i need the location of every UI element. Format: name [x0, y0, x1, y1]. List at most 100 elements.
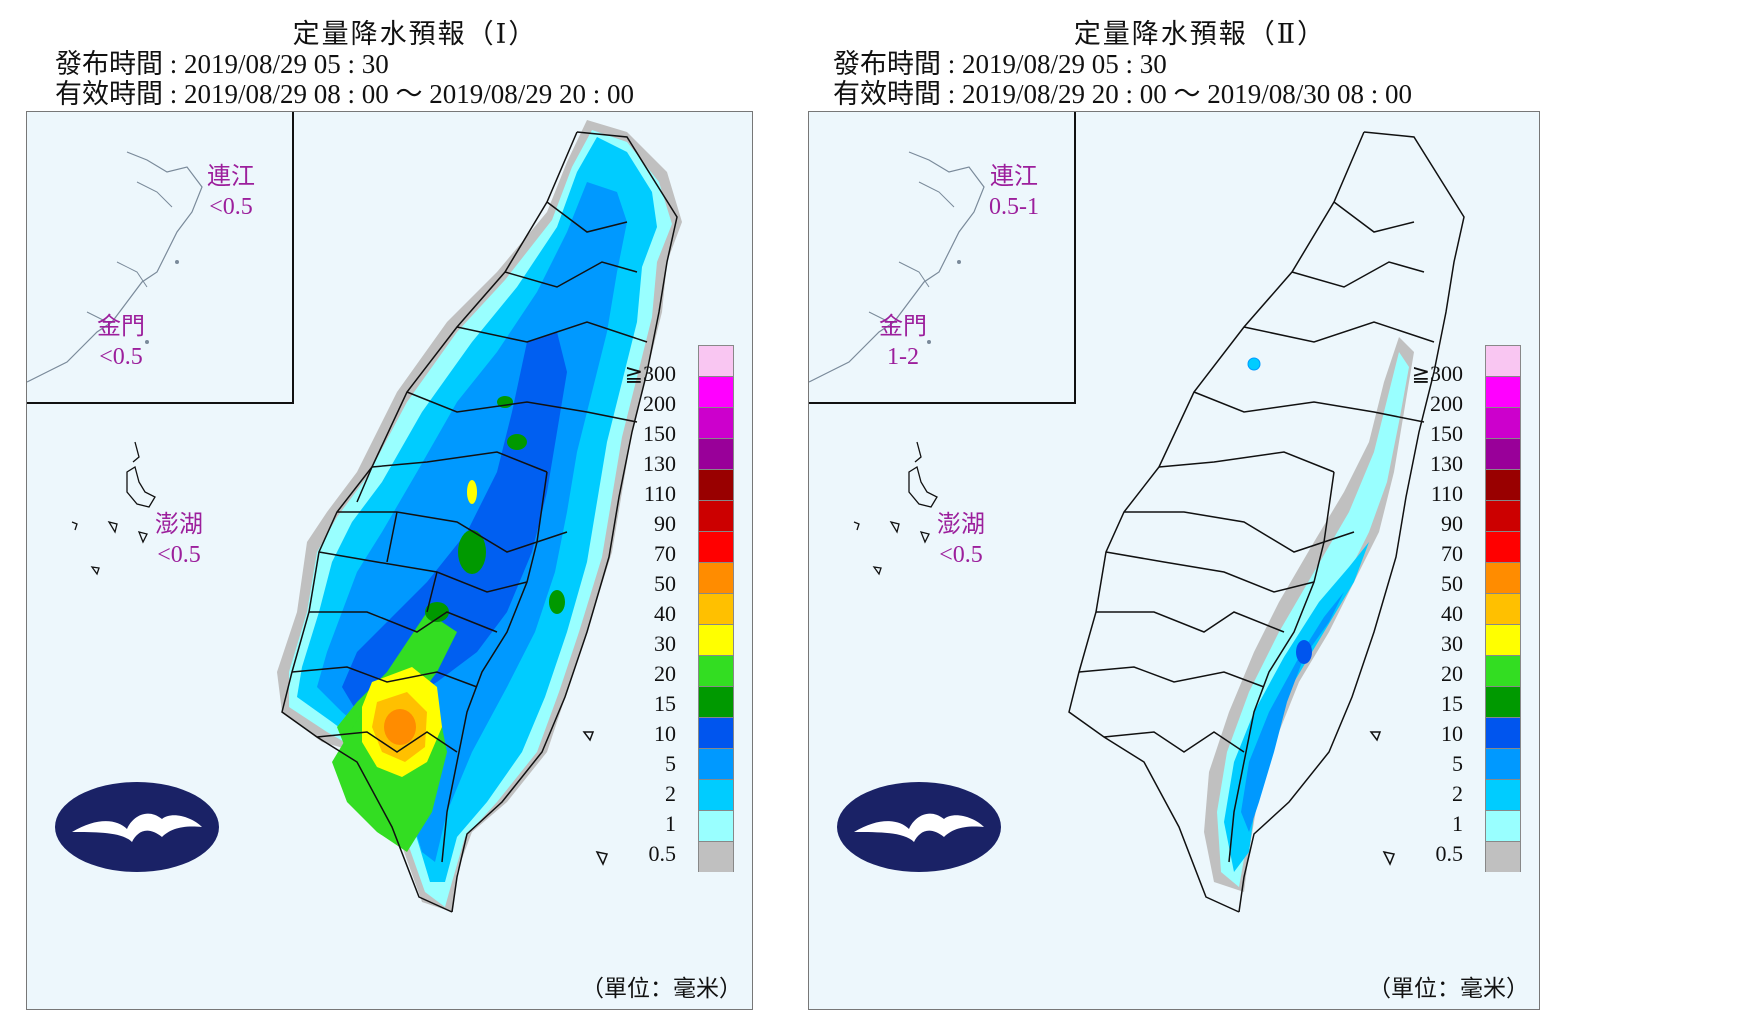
legend-swatch [698, 500, 734, 531]
legend-swatch [1485, 624, 1521, 655]
penghu-label: 澎湖 <0.5 [155, 510, 203, 570]
penghu-name: 澎湖 [155, 512, 203, 538]
legend-label: 150 [1430, 421, 1463, 446]
legend-swatch [1485, 748, 1521, 779]
legend-label: 110 [1430, 481, 1463, 506]
penghu-value: <0.5 [939, 542, 983, 568]
legend-swatch [1485, 655, 1521, 686]
rainfall-legend: ≧300 200 150 130 110 90 70 50 40 30 20 15 10 5 2 1 0.5 [1412, 345, 1525, 872]
legend-label: 2 [665, 781, 676, 806]
legend-swatch [698, 624, 734, 655]
legend-label: 10 [1441, 721, 1463, 746]
legend-swatch [1485, 593, 1521, 624]
legend-label: 30 [1441, 631, 1463, 656]
rainfall-map: 連江 <0.5 金門 <0.5 澎湖 <0.5 ≧300 200 150 130 110… [26, 111, 753, 1010]
legend-swatch [1485, 717, 1521, 748]
legend-swatch [1485, 345, 1521, 376]
issue-time: 發布時間 : 2019/08/29 05 : 30 [55, 49, 389, 79]
legend-swatch [698, 655, 734, 686]
taiwan-rainfall-map [853, 131, 1465, 913]
outlying-islands-inset: 連江 0.5-1 金門 1-2 [809, 112, 1076, 404]
legend-swatch [698, 593, 734, 624]
kinmen-label: 金門 <0.5 [97, 312, 145, 372]
legend-swatch [698, 748, 734, 779]
cwb-logo [837, 782, 1001, 872]
penghu-value: <0.5 [157, 542, 201, 568]
legend-swatch [698, 345, 734, 376]
legend-swatch [698, 841, 734, 872]
rainfall-map: 連江 0.5-1 金門 1-2 澎湖 <0.5 ≧300 200 150 130 110… [808, 111, 1540, 1010]
issue-time: 發布時間 : 2019/08/29 05 : 30 [833, 49, 1167, 79]
lianjiang-name: 連江 [990, 164, 1038, 190]
panel-title: 定量降水預報（Ⅰ） [292, 19, 538, 49]
legend-label: 5 [665, 751, 676, 776]
panel-title: 定量降水預報（Ⅱ） [1073, 19, 1327, 49]
coastline-inset [27, 151, 203, 383]
unit-label: （單位：毫米） [1368, 976, 1529, 1001]
legend-label: 70 [1441, 541, 1463, 566]
legend-swatch [698, 407, 734, 438]
legend-label: 110 [643, 481, 676, 506]
legend-swatch [1485, 469, 1521, 500]
legend-swatch [1485, 810, 1521, 841]
rainfall-legend: ≧300 200 150 130 110 90 70 50 40 30 20 15 10 5 2 1 0.5 [625, 345, 738, 872]
legend-swatch [698, 469, 734, 500]
legend-swatch [698, 376, 734, 407]
legend-label: ≧300 [624, 361, 676, 386]
coastline-inset [809, 151, 985, 383]
legend-label: 20 [1441, 661, 1463, 686]
lianjiang-label: 連江 0.5-1 [989, 162, 1039, 222]
legend-label: 200 [643, 391, 676, 416]
legend-label: 15 [1441, 691, 1463, 716]
legend-label: ≧300 [1411, 361, 1463, 386]
lianjiang-value: 0.5-1 [989, 194, 1039, 220]
legend-swatch [698, 717, 734, 748]
penghu-label: 澎湖 <0.5 [937, 510, 985, 570]
legend-label: 15 [654, 691, 676, 716]
legend-label: 130 [1430, 451, 1463, 476]
legend-label: 40 [654, 601, 676, 626]
legend-swatch [698, 438, 734, 469]
valid-time: 有效時間 : 2019/08/29 20 : 00 ～ 2019/08/30 0… [833, 79, 1413, 109]
legend-swatch [698, 810, 734, 841]
legend-swatch [1485, 562, 1521, 593]
forecast-panel-2: 定量降水預報（Ⅱ） 發布時間 : 2019/08/29 05 : 30 有效時間… [785, 0, 1615, 1028]
kinmen-value: 1-2 [887, 344, 919, 370]
legend-label: 150 [643, 421, 676, 446]
legend-label: 20 [654, 661, 676, 686]
valid-time: 有效時間 : 2019/08/29 08 : 00 ～ 2019/08/29 2… [55, 79, 635, 109]
legend-swatch [1485, 841, 1521, 872]
legend-label: 40 [1441, 601, 1463, 626]
kinmen-name: 金門 [879, 314, 927, 340]
legend-label: 200 [1430, 391, 1463, 416]
legend-swatch [698, 686, 734, 717]
legend-label: 50 [1441, 571, 1463, 596]
forecast-panel-1: 定量降水預報（Ⅰ） 發布時間 : 2019/08/29 05 : 30 有效時間… [0, 0, 830, 1028]
legend-label: 10 [654, 721, 676, 746]
legend-swatch [1485, 500, 1521, 531]
legend-label: 5 [1452, 751, 1463, 776]
kinmen-value: <0.5 [99, 344, 143, 370]
kinmen-name: 金門 [97, 314, 145, 340]
unit-label: （單位：毫米） [581, 976, 742, 1001]
legend-swatch [698, 562, 734, 593]
legend-swatch [1485, 438, 1521, 469]
legend-label: 90 [1441, 511, 1463, 536]
penghu-name: 澎湖 [937, 512, 985, 538]
kinmen-label: 金門 1-2 [879, 312, 927, 372]
legend-label: 30 [654, 631, 676, 656]
legend-swatch [1485, 407, 1521, 438]
legend-swatch [698, 779, 734, 810]
lianjiang-value: <0.5 [209, 194, 253, 220]
legend-swatch [1485, 779, 1521, 810]
legend-label: 1 [665, 811, 676, 836]
lianjiang-name: 連江 [207, 164, 255, 190]
legend-swatch [698, 531, 734, 562]
legend-label: 70 [654, 541, 676, 566]
taiwan-rainfall-map [71, 120, 682, 913]
outlying-islands-inset: 連江 <0.5 金門 <0.5 [27, 112, 294, 404]
cwb-logo [55, 782, 219, 872]
legend-label: 0.5 [1435, 841, 1464, 866]
legend-label: 90 [654, 511, 676, 536]
legend-swatch [1485, 686, 1521, 717]
